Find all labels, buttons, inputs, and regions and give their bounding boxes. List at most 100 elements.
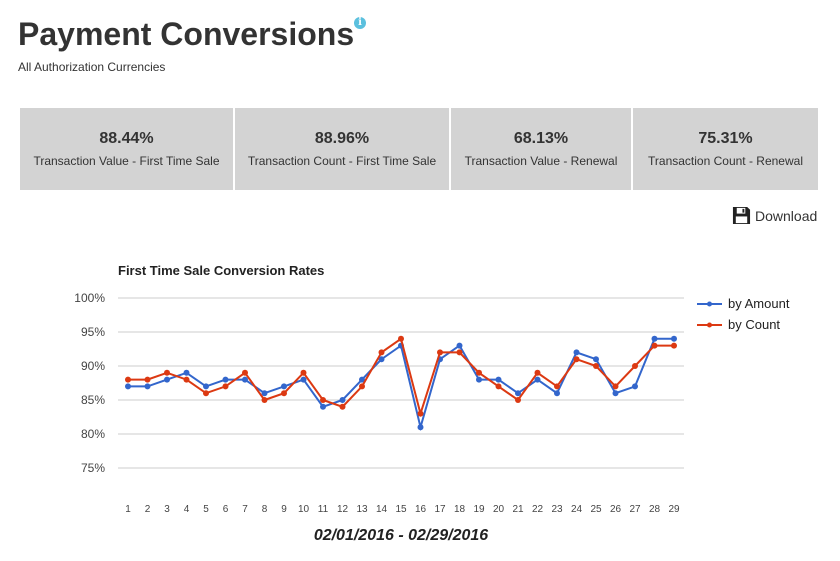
data-point[interactable] [456, 349, 463, 356]
data-point[interactable] [632, 383, 638, 390]
series-line [128, 337, 674, 432]
x-tick-label: 20 [493, 504, 505, 515]
data-point[interactable] [554, 390, 560, 397]
x-tick-label: 19 [473, 504, 485, 515]
x-tick-label: 9 [281, 504, 287, 515]
data-point[interactable] [300, 376, 307, 383]
x-tick-label: 4 [184, 504, 190, 515]
data-point[interactable] [398, 335, 404, 342]
x-tick-label: 7 [242, 504, 248, 515]
x-tick-label: 23 [551, 504, 563, 515]
x-tick-label: 13 [356, 504, 368, 515]
data-point[interactable] [651, 335, 658, 342]
data-point[interactable] [320, 397, 326, 403]
download-label: Download [755, 207, 818, 224]
data-point[interactable] [183, 369, 190, 376]
data-point[interactable] [417, 410, 424, 417]
data-point[interactable] [671, 335, 677, 342]
series-count [125, 335, 677, 418]
data-point[interactable] [242, 369, 248, 376]
data-point[interactable] [144, 376, 151, 383]
stat-label: Transaction Value - First Time Sale [33, 154, 220, 168]
data-point[interactable] [437, 349, 443, 356]
data-point[interactable] [281, 383, 287, 390]
legend-marker-amount [707, 301, 712, 307]
data-point[interactable] [632, 363, 638, 369]
data-point[interactable] [612, 383, 619, 390]
data-point[interactable] [164, 369, 170, 376]
data-point[interactable] [320, 403, 326, 410]
data-point[interactable] [164, 376, 170, 383]
data-point[interactable] [476, 369, 482, 376]
data-point[interactable] [456, 342, 463, 349]
download-button[interactable]: Download [732, 206, 817, 225]
x-tick-label: 11 [318, 504, 329, 515]
data-point[interactable] [515, 390, 521, 397]
info-icon[interactable]: i [354, 17, 366, 29]
data-point[interactable] [183, 376, 190, 383]
data-point[interactable] [554, 383, 560, 390]
y-tick-label: 100% [74, 291, 105, 305]
stat-label: Transaction Value - Renewal [464, 154, 618, 168]
page-title: Payment Conversions [18, 16, 355, 52]
x-tick-label: 16 [415, 504, 427, 515]
data-point[interactable] [534, 369, 541, 376]
data-point[interactable] [242, 376, 248, 383]
stat-card: 68.13% Transaction Value - Renewal [451, 108, 631, 190]
data-point[interactable] [378, 349, 385, 356]
data-point[interactable] [261, 390, 268, 397]
legend-label-count: by Count [728, 317, 780, 332]
data-point[interactable] [593, 356, 599, 363]
data-point[interactable] [359, 383, 365, 390]
legend-label-amount: by Amount [728, 296, 790, 311]
x-tick-label: 29 [668, 504, 680, 515]
x-tick-label: 27 [629, 504, 641, 515]
stat-card: 88.44% Transaction Value - First Time Sal… [20, 108, 233, 190]
x-tick-label: 24 [571, 504, 583, 515]
x-tick-label: 22 [532, 504, 544, 515]
data-point[interactable] [203, 390, 209, 397]
data-point[interactable] [261, 397, 268, 403]
data-point[interactable] [339, 403, 346, 410]
y-tick-label: 90% [81, 359, 105, 373]
stat-value: 88.96% [314, 130, 370, 147]
data-point[interactable] [300, 369, 307, 376]
stat-value: 68.13% [513, 130, 569, 147]
data-point[interactable] [378, 356, 385, 363]
data-point[interactable] [515, 397, 521, 403]
legend: by Amount by Count [697, 296, 790, 332]
stats-row: 88.44% Transaction Value - First Time Sal… [20, 108, 818, 190]
y-tick-label: 75% [81, 461, 105, 475]
x-axis-label: 02/01/2016 - 02/29/2016 [314, 527, 488, 544]
data-point[interactable] [144, 383, 151, 390]
data-point[interactable] [417, 424, 424, 431]
x-tick-label: 5 [203, 504, 209, 515]
data-point[interactable] [125, 383, 131, 390]
x-tick-label: 26 [610, 504, 622, 515]
data-point[interactable] [359, 376, 365, 383]
data-point[interactable] [534, 376, 541, 383]
data-point[interactable] [651, 342, 658, 349]
data-point[interactable] [495, 383, 502, 390]
data-point[interactable] [495, 376, 502, 383]
data-point[interactable] [671, 342, 677, 349]
data-point[interactable] [339, 397, 346, 403]
data-point[interactable] [222, 383, 229, 390]
data-point[interactable] [612, 390, 619, 397]
data-point[interactable] [125, 376, 131, 383]
x-tick-label: 21 [512, 504, 524, 515]
x-tick-label: 2 [145, 504, 151, 515]
data-point[interactable] [222, 376, 229, 383]
data-point[interactable] [593, 363, 599, 369]
x-tick-label: 14 [376, 504, 388, 515]
data-point[interactable] [476, 376, 482, 383]
x-tick-label: 15 [395, 504, 407, 515]
stat-value: 88.44% [99, 130, 154, 147]
stat-card: 75.31% Transaction Count - Renewal [633, 108, 818, 190]
data-point[interactable] [573, 349, 580, 356]
data-point[interactable] [573, 356, 580, 363]
x-tick-label: 17 [434, 504, 446, 515]
data-point[interactable] [281, 390, 287, 397]
data-point[interactable] [203, 383, 209, 390]
x-tick-label: 8 [262, 504, 268, 515]
